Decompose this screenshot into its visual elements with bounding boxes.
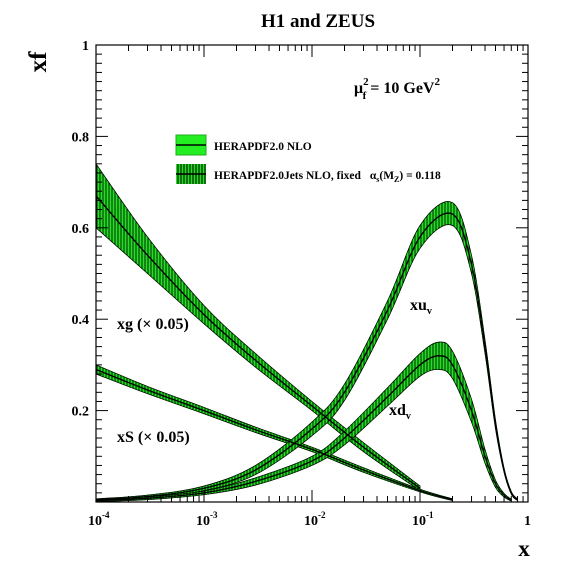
x-tick-label: 10-4 bbox=[88, 510, 110, 529]
label-xdv: xdv bbox=[389, 402, 411, 422]
label-xg: xg (× 0.05) bbox=[117, 316, 189, 333]
legend-label-herapdf-jets: HERAPDF2.0Jets NLO, fixed αs(MZ) = 0.118 bbox=[214, 170, 441, 184]
y-tick-label: 1 bbox=[82, 39, 89, 54]
y-tick-label: 0.2 bbox=[72, 405, 90, 420]
band-hatched-xg bbox=[95, 162, 421, 492]
band-green-xuv bbox=[95, 201, 518, 502]
legend-entry-herapdf: HERAPDF2.0 NLO bbox=[175, 134, 312, 156]
series-lines bbox=[95, 195, 518, 502]
line-xs bbox=[95, 368, 453, 501]
legend-entry-herapdf-jets: HERAPDF2.0Jets NLO, fixed αs(MZ) = 0.118 bbox=[176, 164, 441, 184]
x-axis-ticks: 10-4 10-3 10-2 10-1 1 bbox=[88, 45, 531, 529]
band-hatched-xdv bbox=[95, 341, 512, 502]
series-labels: xg (× 0.05) xS (× 0.05) xuv xdv bbox=[117, 297, 432, 446]
x-tick-label: 10-1 bbox=[412, 510, 434, 529]
line-xdv bbox=[95, 355, 512, 502]
y-tick-label: 0.8 bbox=[72, 130, 90, 145]
x-tick-label: 10-3 bbox=[196, 510, 218, 529]
line-xg bbox=[95, 195, 421, 489]
scale-annotation: μ2 f = 10 GeV2 bbox=[354, 76, 440, 102]
y-axis-label: xf bbox=[25, 51, 52, 73]
y-tick-label: 0.6 bbox=[72, 222, 90, 237]
legend: HERAPDF2.0 NLO HERAPDF2.0Jets NLO, fixed… bbox=[175, 134, 441, 184]
y-tick-label: 0.4 bbox=[72, 313, 90, 328]
line-xuv bbox=[95, 212, 518, 501]
legend-label-herapdf: HERAPDF2.0 NLO bbox=[214, 141, 312, 153]
chart-title: H1 and ZEUS bbox=[261, 11, 375, 32]
band-hatched-xuv bbox=[95, 201, 518, 502]
y-axis-ticks: 0.2 0.4 0.6 0.8 1 bbox=[72, 39, 528, 503]
x-tick-label: 10-2 bbox=[304, 510, 326, 529]
x-axis-label: x bbox=[518, 536, 530, 561]
label-xuv: xuv bbox=[410, 297, 432, 317]
label-xs: xS (× 0.05) bbox=[117, 429, 190, 446]
x-tick-label: 1 bbox=[524, 514, 531, 529]
